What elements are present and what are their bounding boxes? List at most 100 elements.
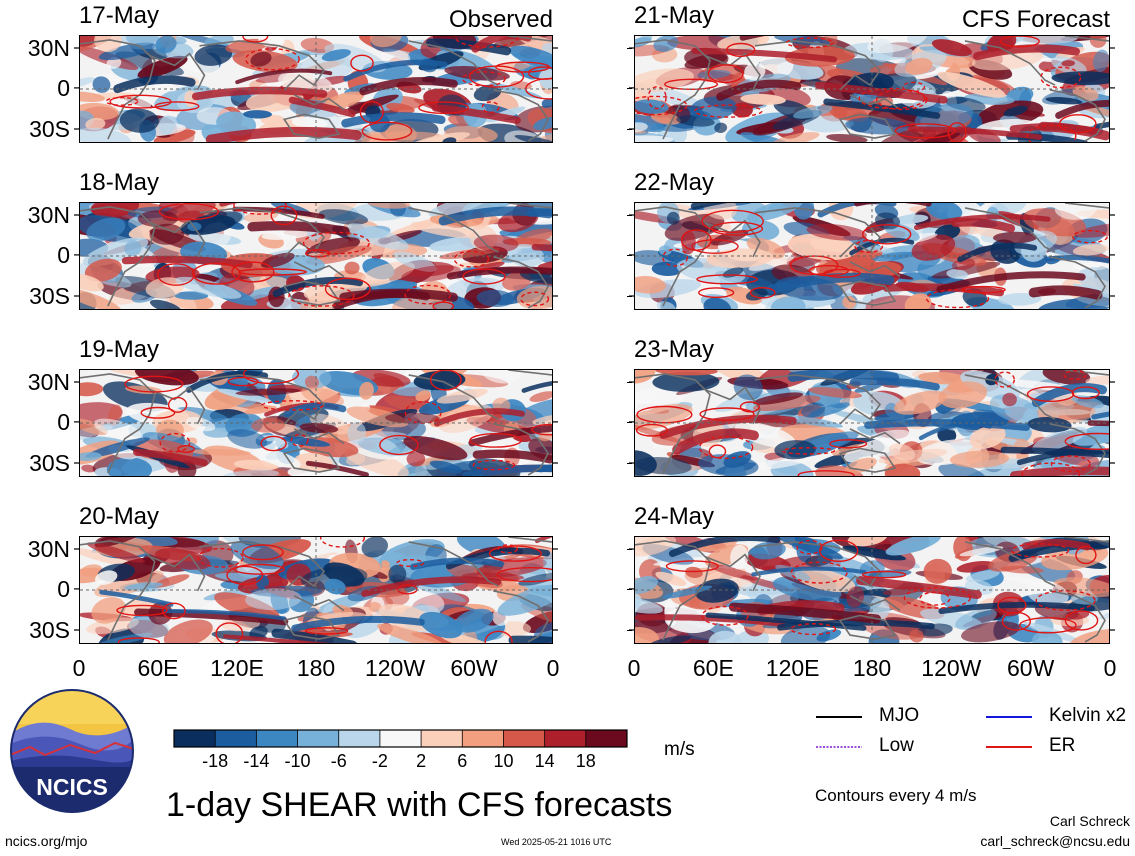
er-contour <box>790 623 837 636</box>
shear-blob <box>361 125 417 142</box>
shear-band <box>705 612 867 631</box>
er-contour <box>894 123 956 139</box>
colorbar-tick-label: 2 <box>416 751 427 771</box>
coastline <box>705 221 760 257</box>
shear-blob <box>842 545 907 561</box>
shear-blob <box>94 537 145 548</box>
er-contour <box>320 537 365 548</box>
figure-title: 1-day SHEAR with CFS forecasts <box>166 786 673 824</box>
shear-blob <box>444 65 510 81</box>
er-contour <box>359 100 384 124</box>
er-contour <box>288 285 355 307</box>
er-contour <box>167 396 188 413</box>
shear-blob <box>635 593 642 609</box>
coastline <box>1050 424 1105 475</box>
shear-band <box>1055 99 1109 119</box>
shear-band <box>936 271 1086 293</box>
shear-blob <box>666 211 680 225</box>
shear-blob <box>842 296 857 309</box>
er-contour <box>226 565 264 585</box>
shear-blob <box>635 450 657 476</box>
shear-blob <box>955 608 997 630</box>
er-contour <box>726 42 756 57</box>
shear-blob <box>956 561 995 573</box>
shear-band <box>938 601 1095 615</box>
y-tick-mark <box>627 381 632 383</box>
shear-blob <box>653 36 679 52</box>
footer-timestamp: Wed 2025-05-21 1016 UTC <box>501 837 612 847</box>
colorbar-tick-label: 18 <box>575 751 596 771</box>
lon-label: 120W <box>364 655 426 681</box>
shear-blob <box>938 463 987 476</box>
er-contour <box>495 61 550 73</box>
shear-blob <box>305 237 361 258</box>
shear-blob <box>885 537 941 556</box>
shear-blob <box>359 381 374 400</box>
shear-blob <box>84 258 122 282</box>
lon-label: 180 <box>296 655 336 681</box>
footer-author: Carl Schreck <box>1049 813 1130 829</box>
shear-blob <box>938 381 988 409</box>
shear-blob <box>346 406 409 428</box>
legend-line <box>816 716 862 718</box>
shear-band <box>823 98 941 119</box>
coastline <box>508 36 552 41</box>
coastlines <box>635 36 1109 141</box>
lon-label: 120E <box>765 655 820 681</box>
shear-blob <box>884 402 898 417</box>
er-contour <box>903 587 971 609</box>
shear-blob <box>249 626 268 640</box>
coastline <box>840 114 895 138</box>
colorbar-swatch <box>379 730 422 747</box>
shear-blob <box>361 537 389 558</box>
er-contour <box>861 570 907 579</box>
er-contour <box>481 101 500 114</box>
shear-blob <box>937 426 957 444</box>
shear-blob <box>635 122 648 133</box>
shear-blob <box>956 462 1026 476</box>
shear-blob <box>872 251 914 262</box>
shear-blob <box>650 112 681 125</box>
axis-ticks <box>629 214 1115 297</box>
panel-tag: CFS Forecast <box>961 6 1110 33</box>
wave-contours <box>635 370 1109 476</box>
coastline <box>965 542 1055 586</box>
er-contour <box>680 229 712 251</box>
colorbar-swatch <box>421 730 463 747</box>
shear-blob <box>124 240 142 257</box>
shear-blob <box>158 115 176 135</box>
coastline <box>1065 537 1109 542</box>
shear-blob <box>304 375 319 389</box>
coastline <box>200 375 325 424</box>
axis-ticks <box>629 47 1115 130</box>
coastlines <box>80 36 552 141</box>
axis-ticks <box>74 214 558 297</box>
y-tick-mark <box>627 47 632 49</box>
shear-blob <box>114 537 178 546</box>
er-contour <box>875 89 928 111</box>
shear-blob <box>473 234 519 253</box>
shear-band <box>134 608 289 626</box>
coastline <box>150 555 205 591</box>
legend-label: ER <box>1049 735 1076 756</box>
shear-blob <box>80 382 104 397</box>
footer-email: carl_schreck@ncsu.edu <box>980 833 1130 849</box>
wave-contours <box>105 36 552 141</box>
shear-blob <box>703 297 732 309</box>
shear-blob <box>846 586 865 608</box>
shear-band <box>133 448 208 467</box>
shear-blob <box>905 57 933 75</box>
shear-blob <box>1042 370 1091 385</box>
er-contour <box>707 64 744 84</box>
shear-blob <box>80 287 122 309</box>
coastline <box>508 370 552 375</box>
er-contour <box>854 239 884 253</box>
er-contour <box>162 602 186 620</box>
er-contour <box>829 439 868 449</box>
shear-blob <box>972 74 1015 91</box>
shear-band <box>531 243 552 252</box>
er-contour <box>520 291 550 307</box>
shear-blob <box>529 391 552 402</box>
shear-band <box>361 576 502 597</box>
er-contour <box>635 95 688 116</box>
